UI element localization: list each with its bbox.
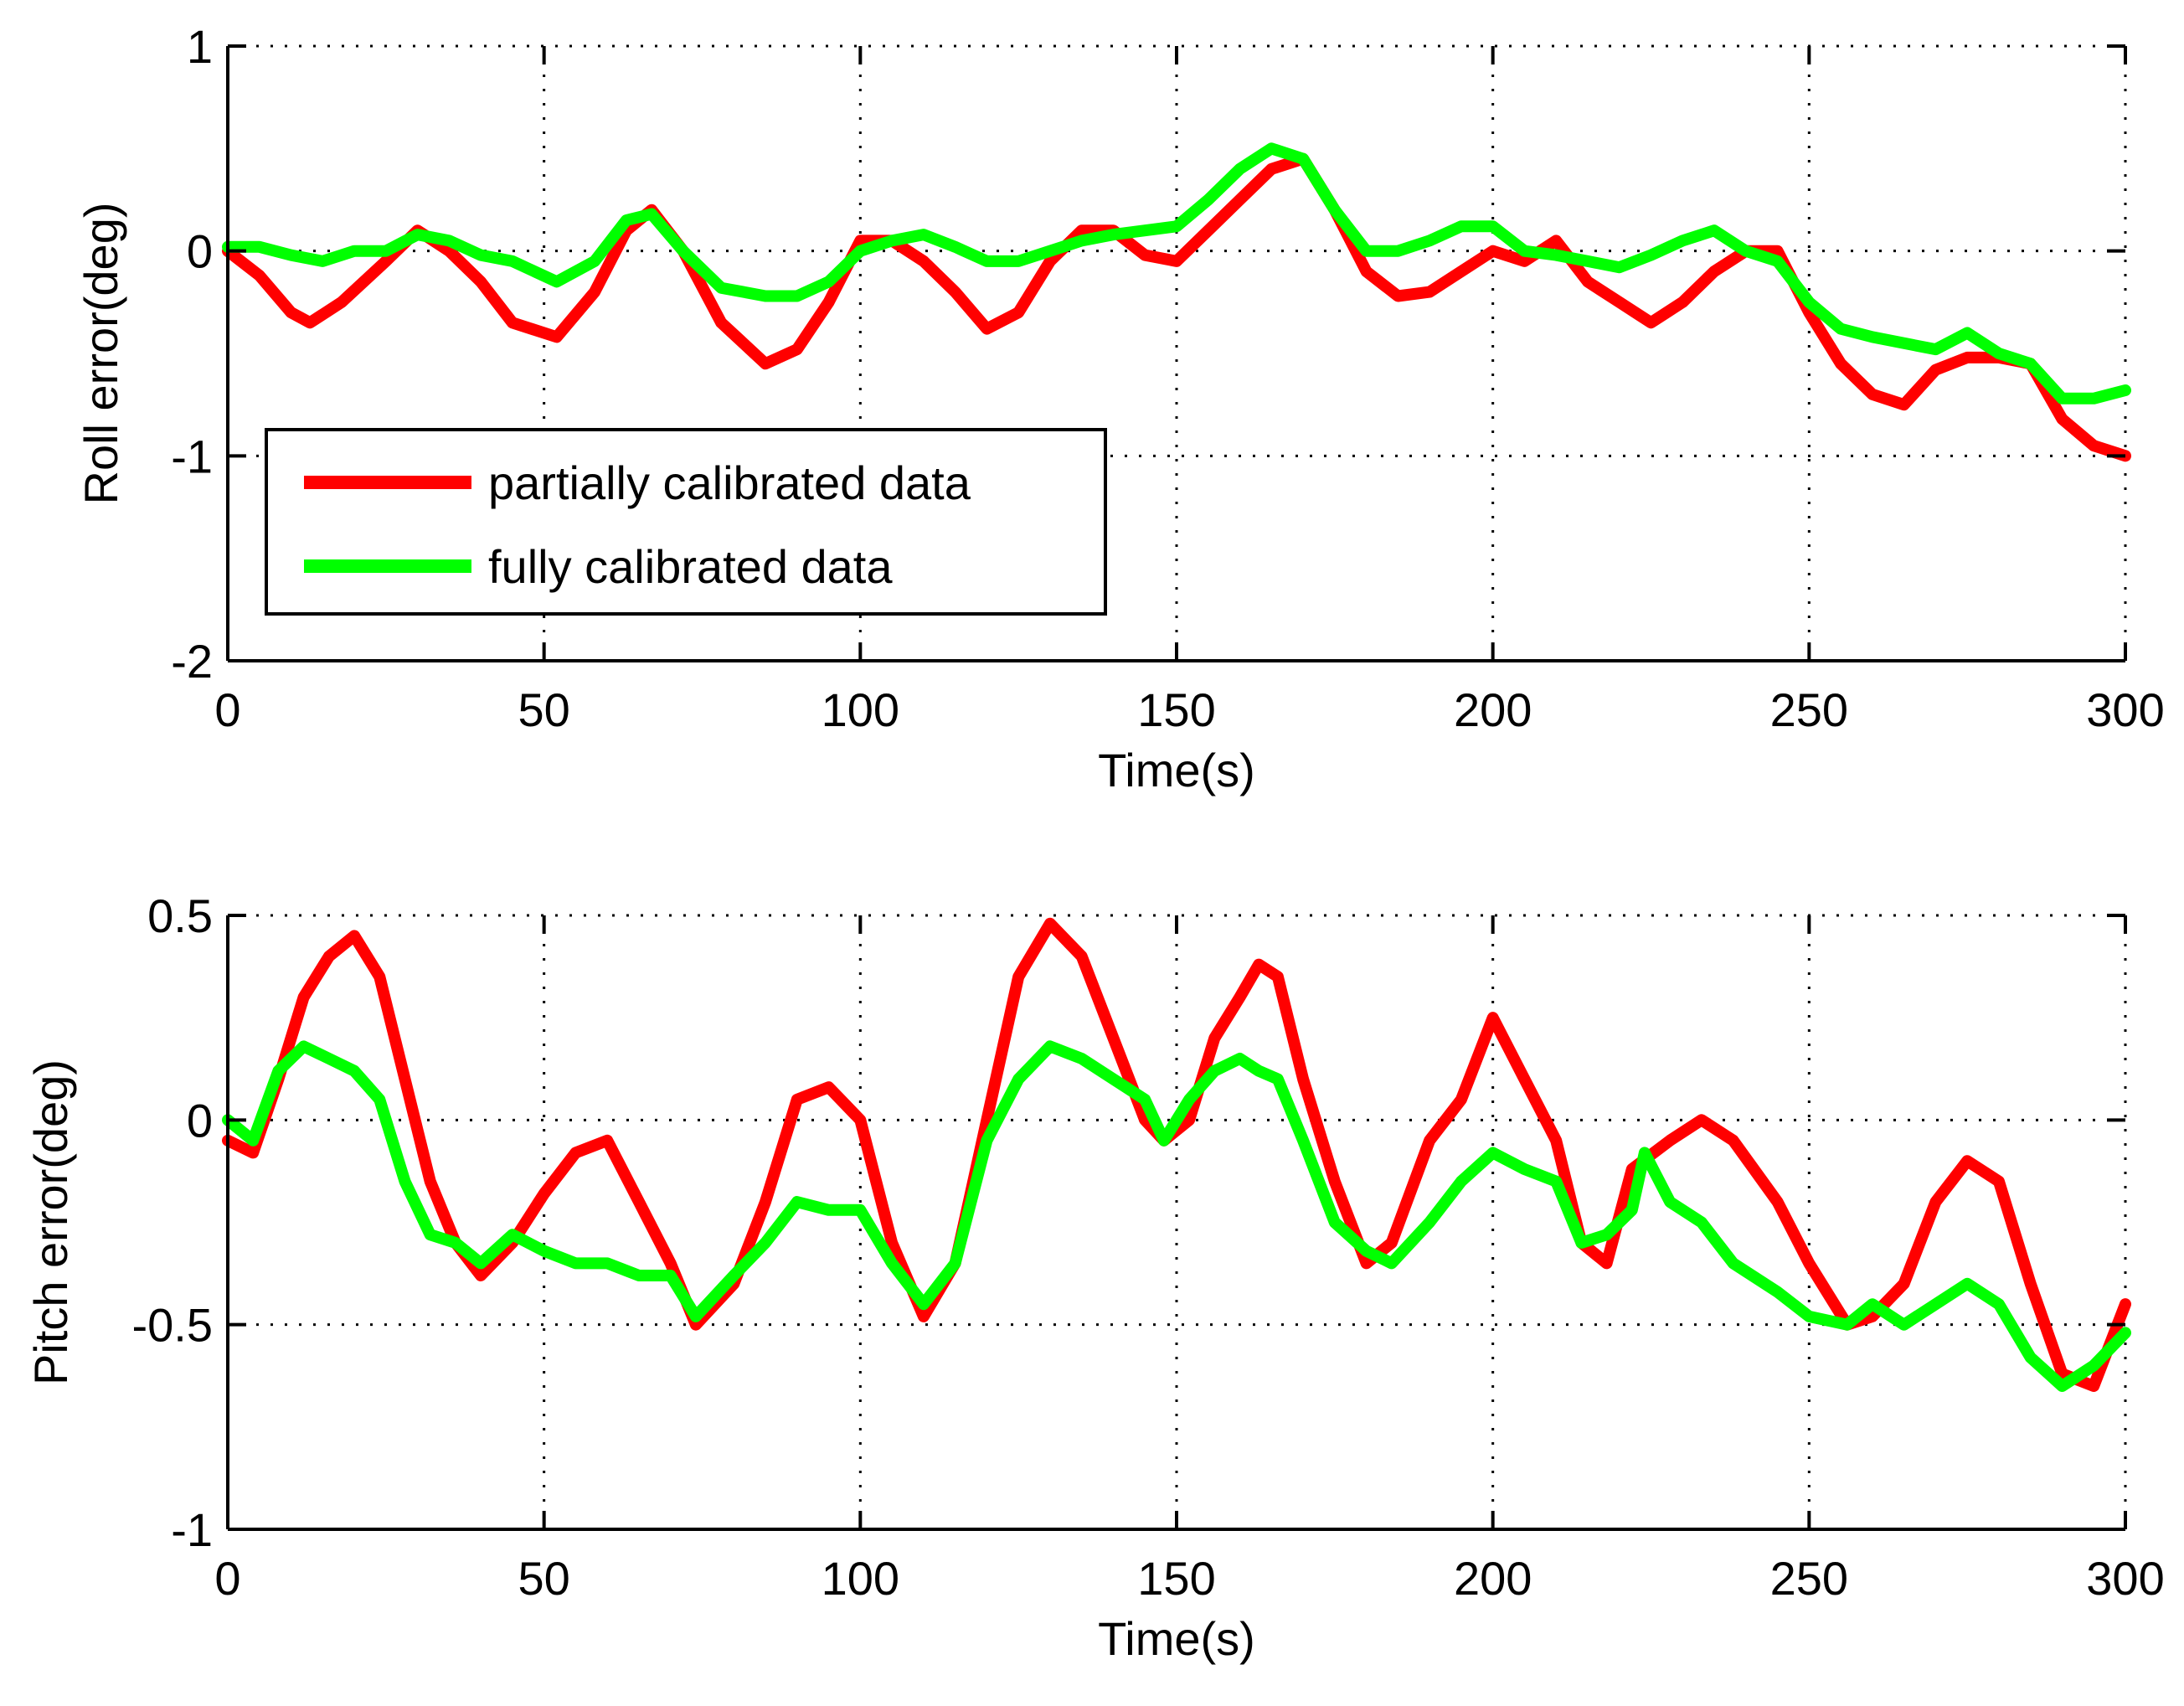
x-tick-label: 300 [2086, 683, 2164, 736]
x-tick-label: 150 [1137, 683, 1215, 736]
legend-label: fully calibrated data [488, 540, 893, 593]
y-tick-label: 1 [187, 20, 213, 73]
x-tick-label: 0 [214, 683, 240, 736]
x-axis-label: Time(s) [1098, 744, 1255, 796]
x-tick-label: 0 [214, 1552, 240, 1605]
roll-error-chart: 0 50 100 150 200 250 300 -2 -1 0 1 Time(s) Roll erro… [75, 20, 2165, 796]
legend: partially calibrated data fully calibrate… [265, 428, 1107, 616]
legend-box [265, 428, 1107, 616]
y-tick-label: -1 [171, 430, 213, 482]
series-line-fully-calibrated [222, 142, 2131, 405]
x-tick-label: 200 [1454, 683, 1532, 736]
y-tick-label: -0.5 [132, 1299, 214, 1352]
series-line-fully-calibrated [222, 1040, 2131, 1392]
plot-area [228, 915, 2125, 1529]
pitch-error-chart: 0 50 100 150 200 250 300 -1 -0.5 0 0.5 Time(s) Pitch… [24, 889, 2165, 1665]
y-tick-label: -1 [171, 1503, 213, 1556]
x-tick-label: 100 [822, 683, 899, 736]
x-tick-label: 300 [2086, 1552, 2164, 1605]
x-tick-label: 250 [1770, 1552, 1848, 1605]
series-line-partially-calibrated [222, 152, 2131, 462]
x-tick-label: 100 [822, 1552, 899, 1605]
y-tick-label: 0.5 [147, 889, 213, 942]
x-tick-label: 50 [518, 683, 570, 736]
x-tick-label: 150 [1137, 1552, 1215, 1605]
legend-label: partially calibrated data [488, 456, 971, 509]
y-tick-label: 0 [187, 225, 213, 278]
x-tick-label: 250 [1770, 683, 1848, 736]
y-axis-label: Roll error(deg) [75, 203, 127, 505]
y-axis-label: Pitch error(deg) [24, 1059, 77, 1385]
y-tick-label: -2 [171, 635, 213, 688]
x-tick-label: 200 [1454, 1552, 1532, 1605]
y-tick-label: 0 [187, 1094, 213, 1147]
x-tick-label: 50 [518, 1552, 570, 1605]
x-axis-label: Time(s) [1098, 1612, 1255, 1665]
